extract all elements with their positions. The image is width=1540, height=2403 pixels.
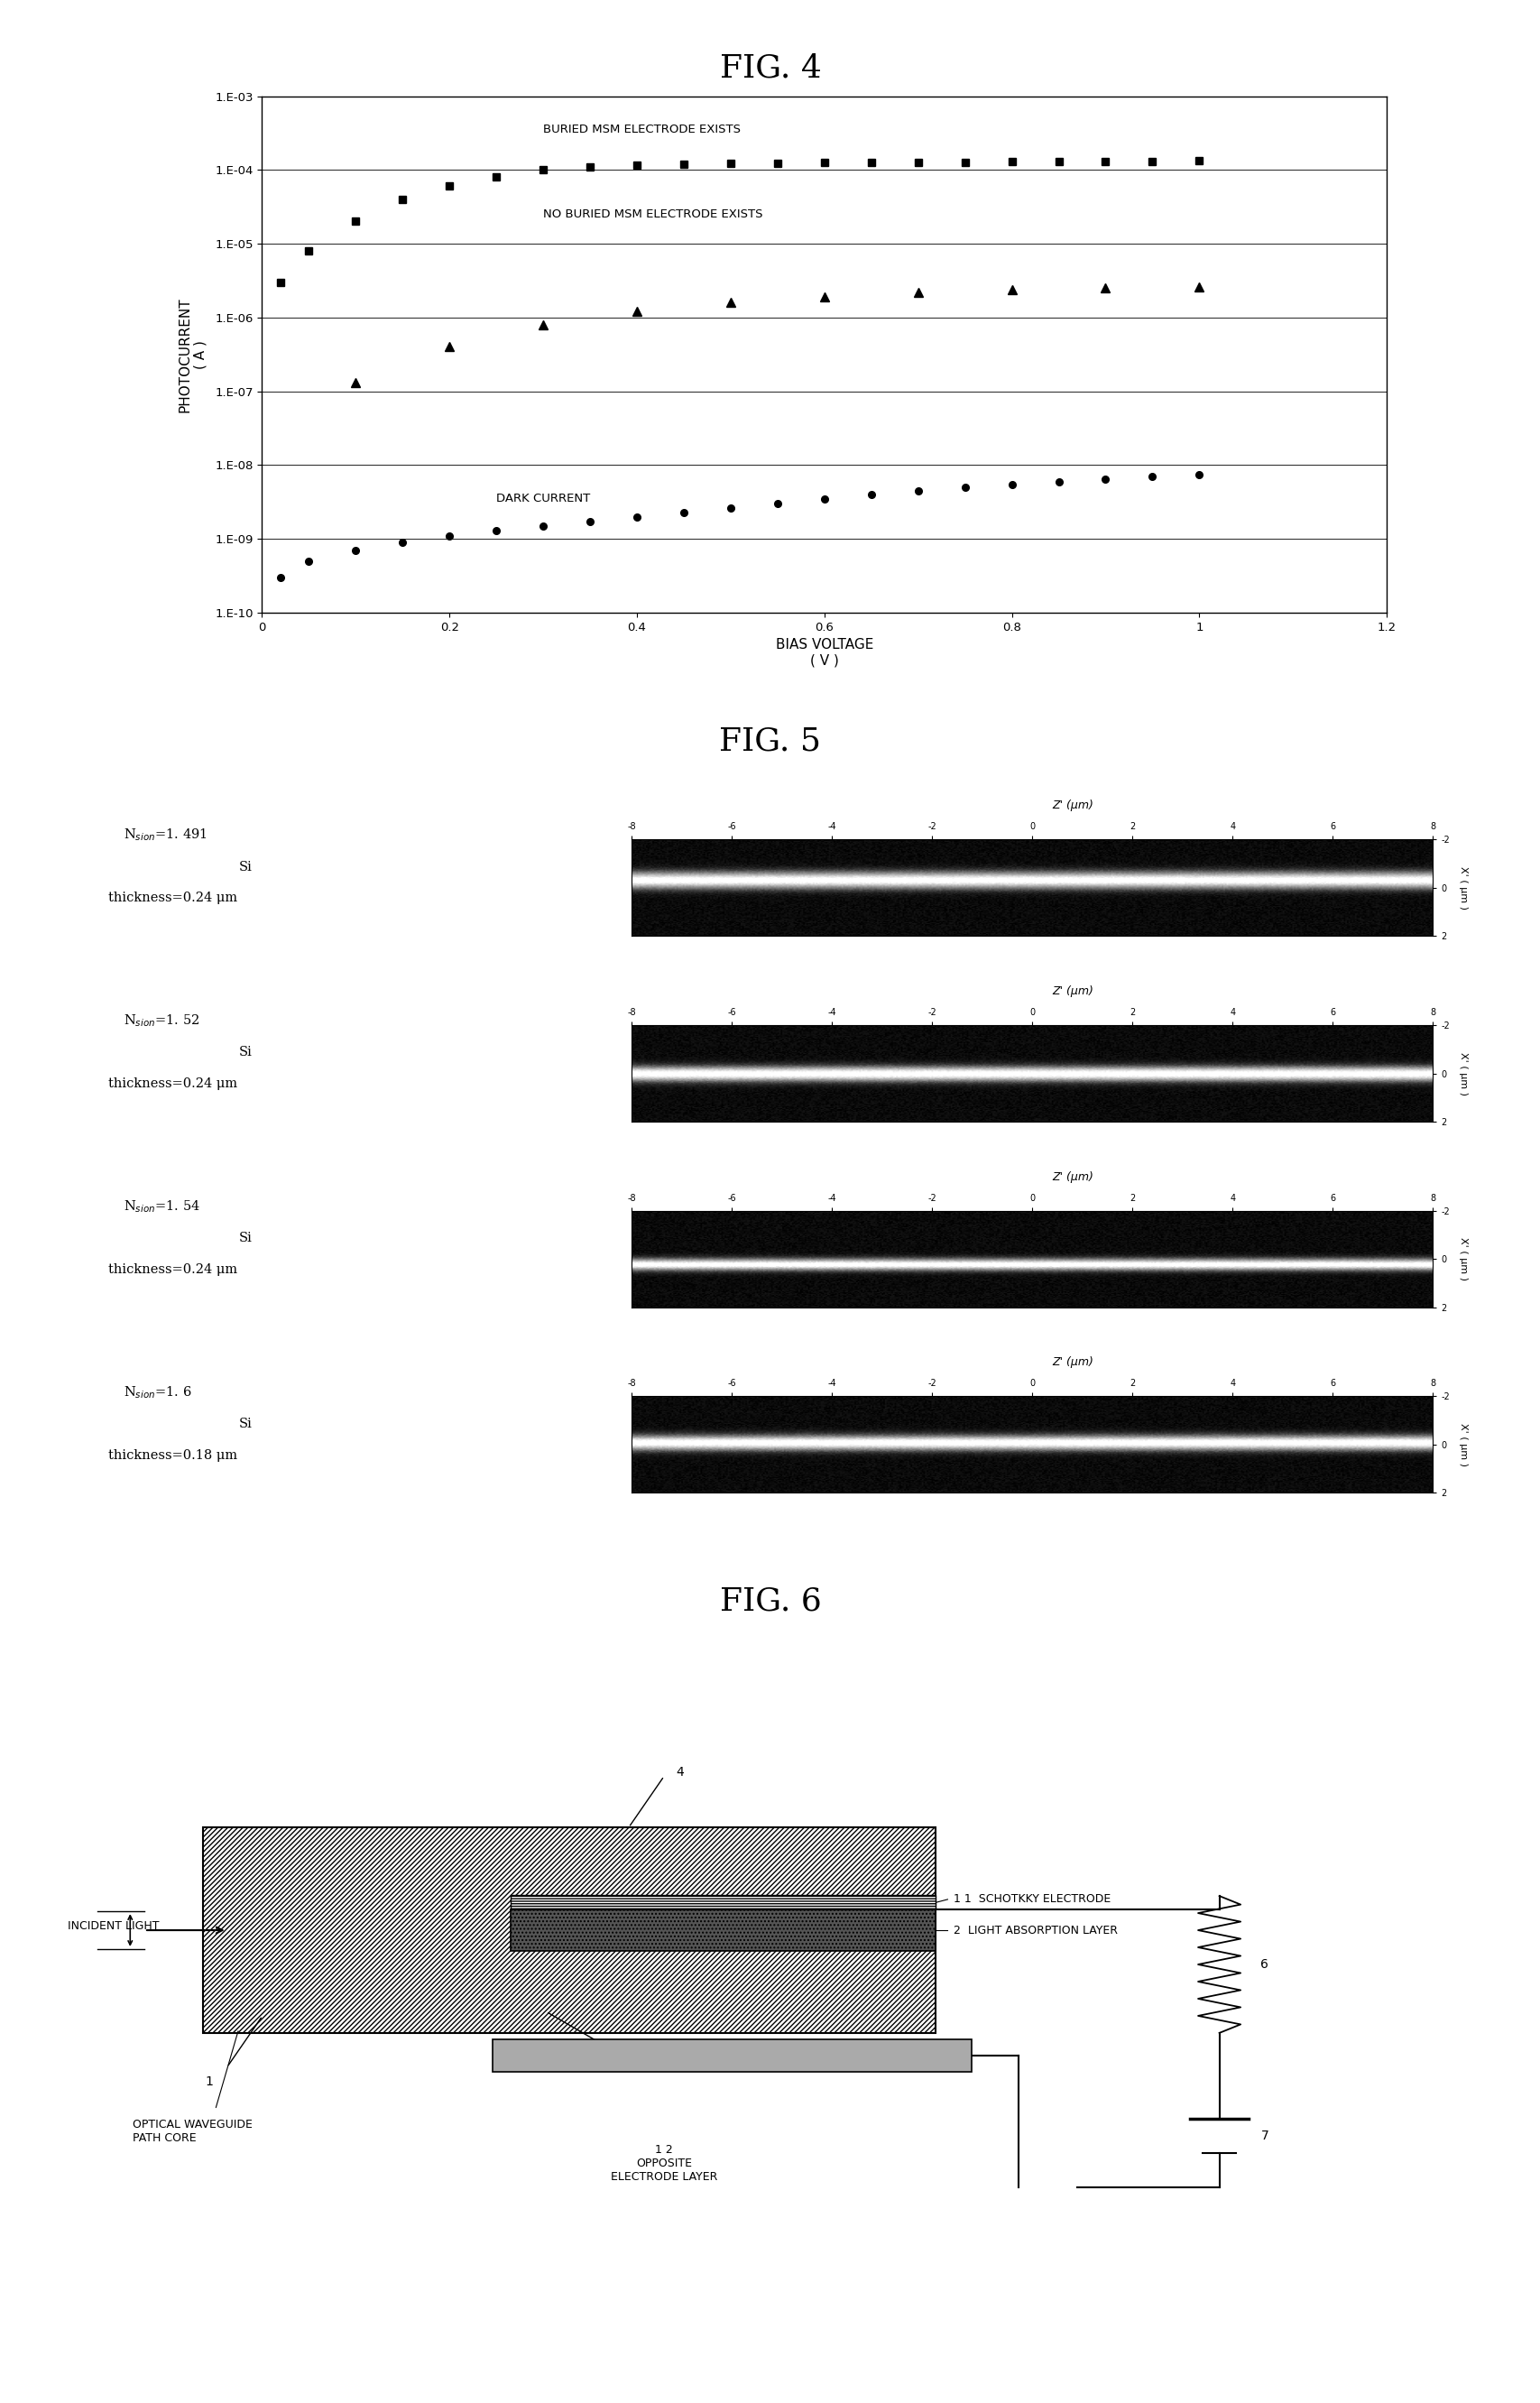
Y-axis label: PHOTOCURRENT
( A ): PHOTOCURRENT ( A ) — [179, 298, 208, 411]
Text: Z' (μm): Z' (μm) — [1052, 800, 1092, 812]
Text: DARK CURRENT: DARK CURRENT — [496, 493, 590, 505]
Text: N$_{sion}$=1. 491: N$_{sion}$=1. 491 — [123, 827, 206, 843]
Text: OPTICAL WAVEGUIDE
PATH CORE: OPTICAL WAVEGUIDE PATH CORE — [132, 2119, 253, 2143]
Bar — [510, 1896, 935, 1910]
Text: Si: Si — [239, 860, 253, 872]
X-axis label: BIAS VOLTAGE
( V ): BIAS VOLTAGE ( V ) — [775, 639, 873, 668]
Text: thickness=0.24 μm: thickness=0.24 μm — [108, 1264, 237, 1276]
Text: Z' (μm): Z' (μm) — [1052, 1170, 1092, 1182]
Bar — [493, 2038, 970, 2071]
Text: thickness=0.24 μm: thickness=0.24 μm — [108, 892, 237, 904]
Text: FIG. 6: FIG. 6 — [719, 1586, 821, 1617]
Text: 7: 7 — [1260, 2129, 1267, 2141]
Bar — [510, 1910, 935, 1951]
Text: N$_{sion}$=1. 6: N$_{sion}$=1. 6 — [123, 1384, 191, 1401]
Text: 1 1  SCHOTKKY ELECTRODE: 1 1 SCHOTKKY ELECTRODE — [953, 1894, 1110, 1906]
Bar — [203, 1829, 935, 2033]
Text: 2  LIGHT ABSORPTION LAYER: 2 LIGHT ABSORPTION LAYER — [953, 1925, 1116, 1937]
Text: 5: 5 — [611, 2043, 619, 2057]
Text: 1: 1 — [205, 2076, 213, 2088]
Text: Z' (μm): Z' (μm) — [1052, 985, 1092, 997]
Text: Si: Si — [239, 1418, 253, 1430]
Text: N$_{sion}$=1. 52: N$_{sion}$=1. 52 — [123, 1012, 199, 1028]
Text: 6: 6 — [1260, 1958, 1267, 1970]
Text: N$_{sion}$=1. 54: N$_{sion}$=1. 54 — [123, 1199, 200, 1214]
Text: 4: 4 — [676, 1766, 684, 1778]
Text: Si: Si — [239, 1233, 253, 1245]
Y-axis label: X' ( μm ): X' ( μm ) — [1458, 1053, 1466, 1096]
Text: 1 2
OPPOSITE
ELECTRODE LAYER: 1 2 OPPOSITE ELECTRODE LAYER — [610, 2143, 718, 2182]
Text: thickness=0.18 μm: thickness=0.18 μm — [108, 1449, 237, 1461]
Text: thickness=0.24 μm: thickness=0.24 μm — [108, 1077, 237, 1091]
Text: FIG. 4: FIG. 4 — [719, 53, 821, 84]
Y-axis label: X' ( μm ): X' ( μm ) — [1458, 1238, 1466, 1281]
Text: INCIDENT LIGHT: INCIDENT LIGHT — [68, 1920, 159, 1932]
Text: BURIED MSM ELECTRODE EXISTS: BURIED MSM ELECTRODE EXISTS — [544, 125, 741, 135]
Text: FIG. 5: FIG. 5 — [719, 726, 821, 757]
Y-axis label: X' ( μm ): X' ( μm ) — [1458, 865, 1466, 908]
Text: Z' (μm): Z' (μm) — [1052, 1358, 1092, 1367]
Y-axis label: X' ( μm ): X' ( μm ) — [1458, 1423, 1466, 1466]
Text: NO BURIED MSM ELECTRODE EXISTS: NO BURIED MSM ELECTRODE EXISTS — [544, 209, 762, 221]
Text: Si: Si — [239, 1045, 253, 1060]
